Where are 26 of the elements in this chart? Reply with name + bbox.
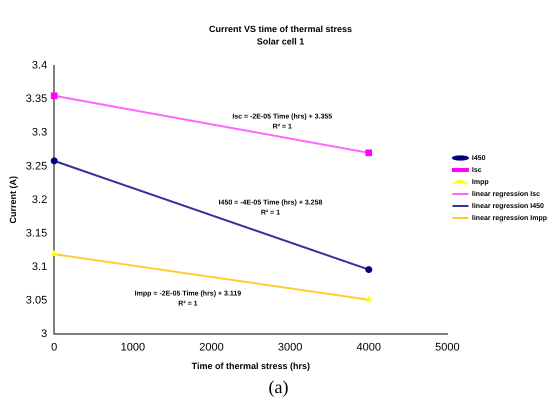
x-tick-label: 0 <box>51 342 58 354</box>
y-tick-label: 3 <box>41 328 48 340</box>
y-tick-label: 3.3 <box>32 126 48 139</box>
point <box>365 150 372 156</box>
point <box>366 296 372 302</box>
x-axis-title: Time of thermal stress (hrs) <box>192 361 310 372</box>
x-tick-label: 5000 <box>435 342 460 354</box>
point <box>50 92 58 100</box>
x-tick-label: 2000 <box>199 342 224 354</box>
point <box>51 250 58 256</box>
y-tick-label: 3.25 <box>26 160 48 172</box>
point <box>365 266 372 274</box>
chart-subtitle: Solar cell 1 <box>256 36 304 47</box>
y-tick-label: 3.05 <box>26 294 48 306</box>
y-tick-label: 3.4 <box>32 60 48 72</box>
point <box>50 157 58 164</box>
text: (a) <box>268 376 290 399</box>
chart-title: Current VS time of thermal stress <box>208 24 352 34</box>
y-tick-label: 3.1 <box>32 260 48 273</box>
x-tick-label: 3000 <box>278 342 302 354</box>
x-tick-label: 4000 <box>356 342 382 354</box>
y-tick-label: 3.2 <box>32 194 48 206</box>
x-tick-label: 1000 <box>120 342 146 354</box>
y-axis-title: Current (A) <box>8 176 18 224</box>
y-tick-label: 3.35 <box>26 93 48 106</box>
y-tick-label: 3.15 <box>26 227 48 240</box>
